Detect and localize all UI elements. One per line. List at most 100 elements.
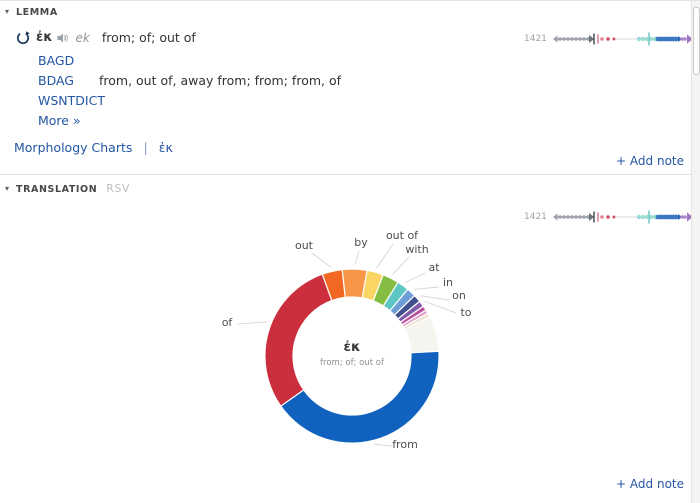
sparkline-arrow [686,34,692,44]
label-leader-line [424,300,457,314]
more-lexicons-link[interactable]: More » [38,113,81,128]
occurrence-distribution-graph[interactable] [552,209,692,225]
sparkline-arrow [677,214,682,220]
label-leader-line [311,252,332,268]
label-leader-line [405,272,426,283]
sparkline-dot [606,215,610,219]
lemma-occurrence-sparkline[interactable]: 1421 [524,31,692,47]
separator: | [143,140,148,155]
label-leader-line [392,256,410,275]
sparkline-dot [566,37,570,41]
chart-center-lemma: ἐκ [343,339,360,355]
label-leader-line [373,443,393,447]
vertical-scrollbar[interactable] [691,1,700,503]
occurrence-count: 1421 [524,34,547,44]
sparkline-dot [648,36,654,42]
chart-center-gloss: from; of; out of [320,358,385,368]
translation-section-header: ▾ TRANSLATION RSV [5,182,130,195]
segment-label-with: with [405,243,428,256]
scrollbar-thumb[interactable] [693,7,700,75]
collapse-triangle-icon[interactable]: ▾ [5,184,10,193]
sparkline-dot [680,37,684,41]
sparkline-dot [606,37,610,41]
lexicon-link-wsntdict[interactable]: WSNTDICT [38,93,105,108]
label-leader-line [354,250,360,266]
lemma-section-header: ▾ LEMMA [5,7,58,18]
lexicon-link-bagd[interactable]: BAGD [38,53,75,68]
translation-section-title: TRANSLATION [16,184,98,195]
sparkline-dot [574,37,578,41]
sparkline-dot [586,37,590,41]
segment-label-in: in [443,276,453,289]
sparkline-arrow [677,36,682,42]
sparkline-dot [612,37,616,41]
lexicon-row: More » [38,113,95,128]
sparkline-dot [636,214,642,220]
sparkline-dot [586,215,590,219]
label-leader-line [375,243,394,269]
sparkline-dot [600,37,604,41]
occurrence-distribution-graph[interactable] [552,31,692,47]
section-divider [0,174,692,175]
lemma-gloss: from; of; out of [101,30,196,45]
donut-segment-from[interactable] [279,350,440,444]
lemma-headword[interactable]: ἐκ [36,30,53,45]
sparkline-bar [648,32,650,46]
sparkline-bar [593,33,595,45]
lexicon-row: WSNTDICT [38,93,105,108]
segment-label-by: by [354,236,368,249]
bible-version-label[interactable]: RSV [106,182,130,195]
sparkline-dot [636,36,642,42]
lemma-headword-row: ἐκ ek from; of; out of [16,30,196,45]
segment-label-out: out [295,239,314,252]
sparkline-dot [612,215,616,219]
donut-segment-of[interactable] [264,273,333,407]
sparkline-dot [640,214,646,220]
audio-speaker-icon[interactable] [57,32,69,44]
sparkline-bar [597,212,599,222]
lexicon-row: BAGD [38,53,95,68]
sparkline-dot [558,37,562,41]
translation-occurrence-sparkline[interactable]: 1421 [524,209,692,225]
label-leader-line [237,321,268,325]
sparkline-dot [644,214,650,220]
sparkline-dot [673,36,679,42]
collapse-triangle-icon[interactable]: ▾ [5,7,10,16]
sparkline-dot [640,36,646,42]
morphology-charts-link[interactable]: Morphology Charts [14,140,133,155]
sparkline-bar [593,211,595,223]
sparkline-dot [554,215,558,219]
sparkline-arrow [686,212,692,222]
sparkline-dot [582,37,586,41]
label-leader-line [414,286,440,290]
sparkline-dot [570,37,574,41]
circular-arrow-icon[interactable] [16,30,31,45]
sparkline-dot [558,215,562,219]
lexicon-gloss: from, out of, away from; from; from, of [98,73,342,88]
sparkline-bar [597,34,599,44]
sparkline-dot [562,37,566,41]
sparkline-dot [578,37,582,41]
segment-label-at: at [428,261,440,274]
sparkline-dot [680,215,684,219]
morphology-row: Morphology Charts | ἐκ [14,137,173,156]
sparkline-dot [574,215,578,219]
transliteration: ek [75,30,90,45]
occurrence-count: 1421 [524,212,547,222]
sparkline-dot [554,37,558,41]
sparkline-dot [683,37,687,41]
add-note-link-lemma[interactable]: + Add note [616,154,684,168]
sparkline-dot [648,214,654,220]
sparkline-dot [673,214,679,220]
segment-label-from: from [392,438,418,451]
lexicon-link-bdag[interactable]: BDAG [38,73,74,88]
sparkline-dot [683,215,687,219]
morphology-lemma-link[interactable]: ἐκ [158,140,173,155]
segment-label-out-of: out of [386,229,419,242]
sparkline-dot [570,215,574,219]
add-note-link-translation[interactable]: + Add note [616,477,684,491]
sparkline-arrow [588,35,595,43]
segment-label-to: to [460,306,471,319]
sparkline-dot [578,215,582,219]
